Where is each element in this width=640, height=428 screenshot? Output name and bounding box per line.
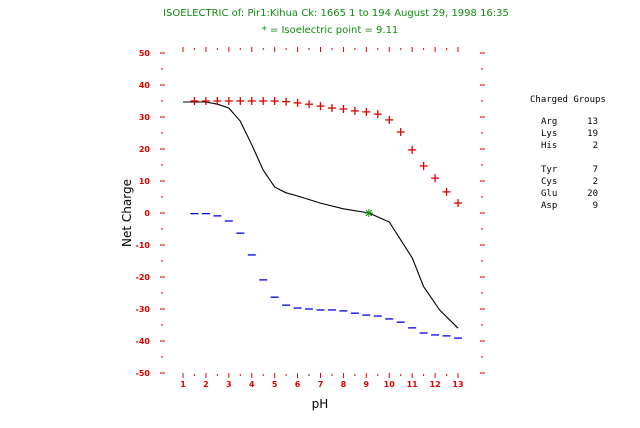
y-tick-label: -50 [136, 369, 151, 378]
legend-group-name: Tyr [541, 165, 558, 175]
legend-group-name: Asp [541, 201, 557, 211]
positive-charge-point [201, 97, 210, 105]
positive-charge-point [190, 97, 199, 105]
positive-charge-point [339, 105, 348, 113]
positive-charge-point [236, 97, 245, 105]
series-group [183, 97, 462, 339]
positive-charge-point [282, 97, 291, 106]
positive-charge-point [385, 115, 394, 124]
net-charge-line [183, 101, 459, 329]
positive-charge-point [316, 102, 325, 111]
legend-group-count: 9 [593, 201, 598, 211]
x-tick-label: 8 [341, 380, 347, 389]
y-axis-label: Net Charge [120, 179, 134, 247]
chart-title: ISOELECTRIC of: Pir1:Kihua Ck: 1665 1 to… [163, 8, 509, 19]
legend-group-name: His [541, 141, 557, 151]
positive-charge-point [213, 97, 222, 105]
x-tick-label: 3 [226, 380, 232, 389]
positive-charge-point [305, 100, 314, 109]
positive-charge-point [362, 107, 371, 116]
legend-group-name: Cys [541, 177, 557, 187]
x-tick-label: 5 [272, 380, 278, 389]
positive-charge-point [327, 104, 336, 113]
isoelectric-point-star-icon [364, 209, 373, 217]
legend-group-count: 7 [593, 165, 598, 175]
legend: Charged Groups Arg 13 Lys 19 His 2 Tyr 7 Cys 2 Glu… [530, 95, 606, 211]
legend-group-name: Arg [541, 117, 557, 127]
x-tick-label: 12 [430, 380, 441, 389]
y-tick-label: 50 [139, 49, 151, 58]
positive-charge-point [373, 110, 382, 119]
positive-charge-point [247, 97, 256, 105]
star-stroke [365, 209, 373, 217]
x-tick-label: 4 [249, 380, 255, 389]
positive-charge-point [442, 187, 451, 196]
y-tick-label: -40 [136, 337, 151, 346]
y-tick-label: 0 [144, 209, 150, 218]
x-tick-label: 9 [364, 380, 370, 389]
legend-group-count: 2 [593, 141, 598, 151]
legend-group-count: 19 [587, 129, 598, 139]
legend-group-name: Lys [541, 129, 557, 139]
positive-charge-point [224, 97, 233, 105]
chart-subtitle: * = Isoelectric point = 9.11 [262, 25, 399, 36]
y-tick-label: -30 [136, 305, 151, 314]
x-tick-label: 1 [180, 380, 186, 389]
positive-charge-point [396, 128, 405, 137]
x-tick-label: 13 [452, 380, 463, 389]
y-tick-label: 30 [139, 113, 151, 122]
y-tick-label: 20 [139, 145, 151, 154]
positive-charge-point [293, 98, 302, 107]
positive-charge-point [419, 161, 428, 170]
y-tick-label: 40 [139, 81, 151, 90]
y-tick-label: 10 [139, 177, 151, 186]
x-tick-label: 10 [384, 380, 396, 389]
positive-charge-point [350, 106, 359, 115]
legend-group-count: 2 [593, 177, 598, 187]
x-axis-label: pH [312, 397, 329, 411]
legend-group-count: 13 [587, 117, 598, 127]
positive-charge-point [454, 199, 462, 208]
legend-group-name: Glu [541, 189, 557, 199]
y-tick-label: -10 [136, 241, 151, 250]
x-tick-label: 11 [407, 380, 419, 389]
positive-charge-point [259, 97, 268, 105]
positive-charge-point [408, 145, 417, 154]
legend-title: Charged Groups [530, 95, 606, 105]
x-tick-label: 6 [295, 380, 301, 389]
legend-group-count: 20 [587, 189, 598, 199]
y-tick-label: -20 [136, 273, 151, 282]
x-tick-label: 2 [203, 380, 209, 389]
positive-charge-point [431, 174, 440, 183]
x-tick-label: 7 [318, 380, 324, 389]
positive-charge-point [270, 97, 279, 105]
